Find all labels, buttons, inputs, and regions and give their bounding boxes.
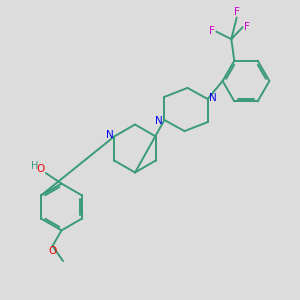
Text: O: O <box>48 246 57 256</box>
Text: H: H <box>31 161 38 171</box>
Text: F: F <box>234 8 240 17</box>
Text: N: N <box>106 130 113 140</box>
Text: O: O <box>37 164 45 175</box>
Text: N: N <box>155 116 163 126</box>
Text: F: F <box>244 22 250 32</box>
Text: F: F <box>209 26 215 36</box>
Text: N: N <box>209 93 217 103</box>
